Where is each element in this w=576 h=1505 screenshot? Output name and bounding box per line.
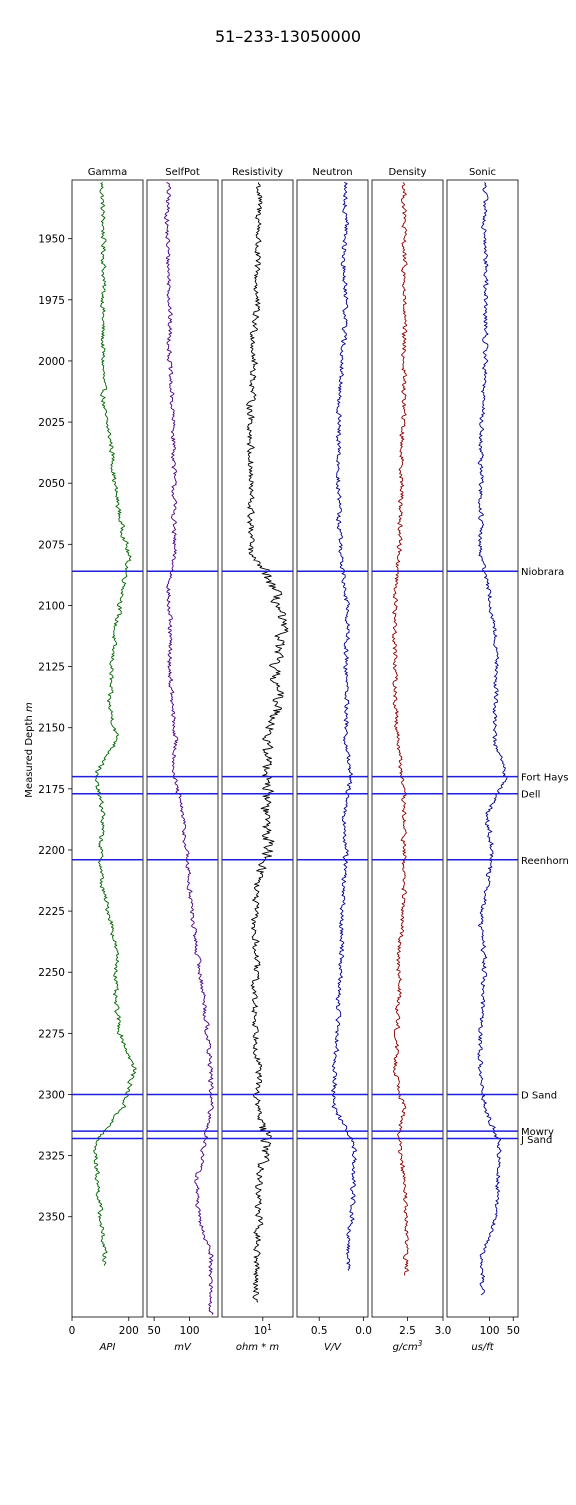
depth-tick-label: 1950: [38, 234, 65, 246]
track-unit-density: g/cm3: [393, 1339, 423, 1353]
depth-tick-label: 2225: [38, 906, 65, 918]
formation-top-label: J Sand: [520, 1135, 552, 1146]
depth-tick-label: 2325: [38, 1151, 65, 1163]
track-title-density: Density: [388, 167, 426, 178]
x-tick-label: 0.5: [311, 1325, 328, 1337]
y-axis-label: Measured Depth m: [24, 702, 35, 798]
formation-top-label: Niobrara: [521, 567, 564, 578]
depth-tick-label: 2000: [38, 356, 65, 368]
tracks: 1950197520002025205020752100212521502175…: [38, 167, 569, 1353]
depth-tick-label: 1975: [38, 295, 65, 307]
formation-top-label: Dell: [521, 790, 540, 801]
depth-tick-label: 2150: [38, 723, 65, 735]
x-tick-label: 2.5: [399, 1325, 416, 1337]
track-unit-sonic: us/ft: [471, 1342, 494, 1353]
depth-tick-label: 2050: [38, 478, 65, 490]
x-tick-label: 100: [180, 1325, 200, 1337]
track-title-selfpot: SelfPot: [165, 167, 200, 178]
track-unit-gamma: API: [99, 1342, 116, 1353]
track-frame-density: [371, 179, 444, 1318]
series-line-density: [391, 182, 409, 1276]
depth-tick-label: 2100: [38, 600, 65, 612]
depth-tick-label: 2200: [38, 845, 65, 857]
x-tick-label: 200: [119, 1325, 139, 1337]
depth-tick-label: 2350: [38, 1212, 65, 1224]
track-unit-selfpot: mV: [174, 1342, 192, 1353]
chart-title: 51–233-13050000: [215, 27, 361, 46]
x-tick-label: 50: [147, 1325, 160, 1337]
x-tick-label: 0.0: [355, 1325, 372, 1337]
track-title-gamma: Gamma: [88, 167, 128, 178]
x-tick-label: 100: [480, 1325, 500, 1337]
track-frame-sonic: [446, 179, 519, 1318]
track-unit-resistivity: ohm * m: [236, 1342, 280, 1353]
track-frame-resistivity: [221, 179, 294, 1318]
track-frame-neutron: [296, 179, 369, 1318]
depth-tick-label: 2175: [38, 784, 65, 796]
formation-top-label: Fort Hays: [521, 773, 569, 784]
series-line-resistivity: [246, 182, 289, 1303]
track-title-resistivity: Resistivity: [232, 167, 283, 178]
x-tick-label: 50: [507, 1325, 520, 1337]
formation-top-label: Mowry: [521, 1127, 554, 1138]
depth-tick-label: 2250: [38, 967, 65, 979]
track-frame-gamma: [71, 179, 144, 1318]
track-frame-selfpot: [146, 179, 219, 1318]
track-title-sonic: Sonic: [469, 167, 496, 178]
formation-top-label: Reenhorn: [521, 856, 569, 867]
depth-tick-label: 2125: [38, 662, 65, 674]
x-tick-label: 0: [69, 1325, 76, 1337]
series-line-sonic: [477, 182, 508, 1296]
series-line-gamma: [93, 182, 137, 1266]
series-line-selfpot: [163, 182, 214, 1315]
track-title-neutron: Neutron: [312, 167, 352, 178]
x-tick-label: 3.0: [435, 1325, 452, 1337]
track-unit-neutron: V/V: [324, 1342, 342, 1353]
depth-tick-label: 2275: [38, 1028, 65, 1040]
series-line-neutron: [331, 182, 358, 1271]
depth-tick-label: 2075: [38, 539, 65, 551]
x-tick-label: 101: [254, 1323, 272, 1337]
depth-tick-label: 2300: [38, 1089, 65, 1101]
formation-top-label: D Sand: [521, 1090, 557, 1101]
depth-tick-label: 2025: [38, 417, 65, 429]
